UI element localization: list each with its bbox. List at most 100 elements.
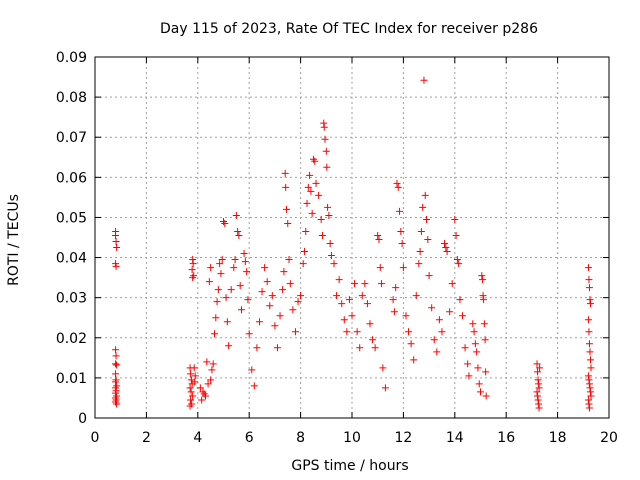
data-point [389, 296, 397, 304]
data-point [585, 340, 593, 348]
data-point [417, 227, 425, 235]
data-point [190, 364, 198, 372]
data-point [419, 203, 427, 211]
data-point [113, 361, 121, 369]
data-point [112, 360, 120, 368]
data-point [189, 260, 197, 268]
data-point [280, 268, 288, 276]
data-point [253, 344, 261, 352]
data-point [351, 280, 359, 288]
data-point [396, 207, 404, 215]
data-point [186, 402, 194, 410]
x-tick-label: 6 [245, 430, 254, 446]
data-point [261, 264, 269, 272]
data-point [189, 274, 197, 282]
y-tick-label: 0.06 [56, 170, 87, 186]
data-point [399, 264, 407, 272]
data-point [480, 320, 488, 328]
data-point [397, 227, 405, 235]
data-point [186, 384, 194, 392]
data-point [299, 260, 307, 268]
data-point [307, 187, 315, 195]
grid [95, 57, 609, 418]
data-point [421, 191, 429, 199]
data-point [465, 372, 473, 380]
data-point [320, 119, 328, 127]
data-point [402, 312, 410, 320]
data-point [343, 328, 351, 336]
data-point [112, 262, 120, 270]
data-point [216, 260, 224, 268]
data-point [340, 316, 348, 324]
data-point [392, 284, 400, 292]
data-point [433, 348, 441, 356]
data-point [586, 348, 594, 356]
data-point [263, 278, 271, 286]
data-point [189, 392, 197, 400]
data-point [376, 264, 384, 272]
data-point [112, 352, 120, 360]
data-point [585, 400, 593, 408]
data-point [482, 392, 490, 400]
data-point [312, 179, 320, 187]
data-point [222, 294, 230, 302]
data-point [255, 318, 263, 326]
y-tick-label: 0.05 [56, 210, 87, 226]
data-point [245, 330, 253, 338]
data-point [587, 364, 595, 372]
data-point [534, 396, 542, 404]
data-point [323, 163, 331, 171]
y-axis-label: ROTI / TECUs [6, 194, 22, 286]
data-point [470, 328, 478, 336]
data-point [464, 360, 472, 368]
data-point [584, 264, 592, 272]
data-point [191, 378, 199, 386]
data-point [113, 400, 121, 408]
data-point [205, 278, 213, 286]
data-point [209, 360, 217, 368]
data-point [481, 336, 489, 344]
chart-title: Day 115 of 2023, Rate Of TEC Index for r… [160, 21, 538, 37]
data-point [412, 292, 420, 300]
data-point [353, 328, 361, 336]
data-point [442, 244, 450, 252]
data-point [475, 380, 483, 388]
x-tick-label: 0 [91, 430, 100, 446]
data-point [330, 260, 338, 268]
data-point [459, 312, 467, 320]
data-point [308, 209, 316, 217]
data-point [453, 256, 461, 264]
data-point [113, 244, 121, 252]
data-point [250, 382, 258, 390]
data-point [282, 205, 290, 213]
data-point [455, 260, 463, 268]
data-point [361, 280, 369, 288]
data-point [232, 211, 240, 219]
data-point [221, 219, 229, 227]
x-axis-ticks: 0 2 4 6 8 10 12 14 16 18 20 [91, 57, 618, 446]
data-point [241, 258, 249, 266]
data-point [213, 298, 221, 306]
data-point [584, 372, 592, 380]
data-point [203, 358, 211, 366]
data-point [231, 256, 239, 264]
data-point [187, 370, 195, 378]
data-point [303, 199, 311, 207]
data-point [326, 240, 334, 248]
data-point [398, 240, 406, 248]
data-point [430, 336, 438, 344]
data-point [191, 372, 199, 380]
data-point [435, 316, 443, 324]
data-point [533, 360, 541, 368]
data-point [584, 396, 592, 404]
x-tick-label: 16 [497, 430, 515, 446]
x-axis-label: GPS time / hours [291, 458, 408, 474]
data-point [223, 318, 231, 326]
data-point [294, 298, 302, 306]
data-point [534, 392, 542, 400]
data-point [420, 76, 428, 84]
data-point [451, 215, 459, 223]
data-point [214, 286, 222, 294]
data-point [235, 231, 243, 239]
